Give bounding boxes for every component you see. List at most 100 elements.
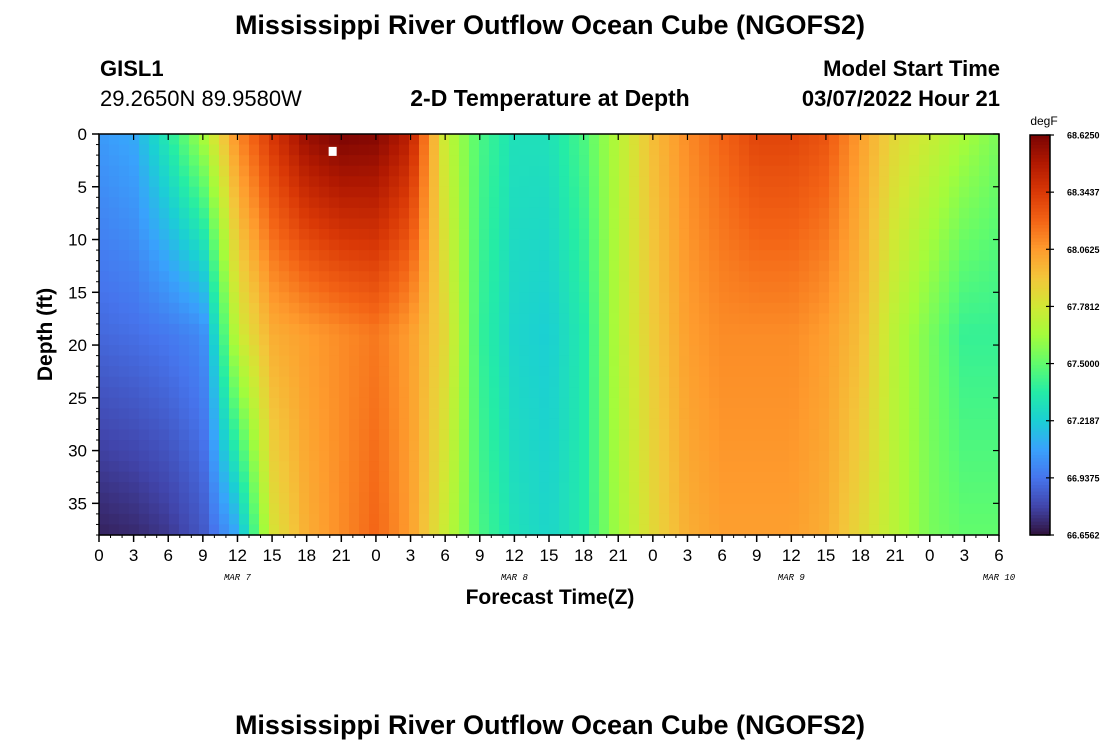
heatmap-cell <box>559 302 570 314</box>
heatmap-cell <box>809 176 820 188</box>
heatmap-cell <box>709 418 720 431</box>
heatmap-cell <box>709 450 720 462</box>
heatmap-cell <box>499 471 510 483</box>
heatmap-cell <box>239 260 250 272</box>
heatmap-cell <box>639 197 650 209</box>
heatmap-cell <box>879 513 890 526</box>
heatmap-cell <box>519 292 530 304</box>
colorbar-segment <box>1030 395 1050 399</box>
heatmap-cell <box>449 250 460 262</box>
heatmap-cell <box>869 387 880 399</box>
heatmap-cell <box>319 228 330 241</box>
heatmap-cell <box>609 503 620 515</box>
heatmap-cell <box>99 440 110 452</box>
heatmap-cell <box>179 302 190 314</box>
colorbar-segment <box>1030 231 1050 236</box>
heatmap-cell <box>629 345 640 357</box>
heatmap-cell <box>839 513 850 526</box>
heatmap-cell <box>879 218 890 230</box>
heatmap-cell <box>959 313 970 325</box>
heatmap-cell <box>99 482 110 494</box>
heatmap-cell <box>889 482 900 494</box>
heatmap-cell <box>839 323 850 336</box>
heatmap-cell <box>839 440 850 452</box>
heatmap-cell <box>669 134 680 146</box>
heatmap-cell <box>779 482 790 494</box>
heatmap-cell <box>189 513 200 526</box>
heatmap-cell <box>579 450 590 462</box>
heatmap-cell <box>899 471 910 483</box>
heatmap-cell <box>829 165 840 177</box>
heatmap-cell <box>529 313 540 325</box>
heatmap-cell <box>589 450 600 462</box>
heatmap-cell <box>949 524 960 536</box>
heatmap-cell <box>419 366 430 378</box>
heatmap-cell <box>949 155 960 167</box>
heatmap-cell <box>659 134 670 146</box>
heatmap-cell <box>199 366 210 378</box>
heatmap-cell <box>899 323 910 336</box>
heatmap-cell <box>749 492 760 504</box>
heatmap-cell <box>469 429 480 441</box>
heatmap-cell <box>279 450 290 462</box>
heatmap-cell <box>659 250 670 262</box>
heatmap-cell <box>979 165 990 177</box>
heatmap-cell <box>859 134 870 146</box>
heatmap-cell <box>619 155 630 167</box>
heatmap-cell <box>199 429 210 441</box>
heatmap-cell <box>139 376 150 388</box>
heatmap-cell <box>419 228 430 241</box>
heatmap-cell <box>949 397 960 409</box>
heatmap-cell <box>279 334 290 346</box>
heatmap-cell <box>319 429 330 441</box>
heatmap-cell <box>449 218 460 230</box>
heatmap-cell <box>369 134 380 146</box>
heatmap-cell <box>749 461 760 473</box>
heatmap-cell <box>939 302 950 314</box>
heatmap-cell <box>449 323 460 336</box>
heatmap-cell <box>939 281 950 293</box>
station-coords: 29.2650N 89.9580W <box>100 86 302 111</box>
heatmap-cell <box>759 492 770 504</box>
heatmap-cell <box>959 355 970 367</box>
heatmap-cell <box>469 355 480 367</box>
heatmap-cell <box>729 260 740 272</box>
heatmap-cell <box>969 292 980 304</box>
colorbar-segment <box>1030 288 1050 293</box>
heatmap-cell <box>519 429 530 441</box>
heatmap-cell <box>539 186 550 198</box>
heatmap-cell <box>189 186 200 198</box>
heatmap-cell <box>729 186 740 198</box>
heatmap-cell <box>489 228 500 241</box>
heatmap-cell <box>699 355 710 367</box>
heatmap-cell <box>789 429 800 441</box>
heatmap-cell <box>859 302 870 314</box>
heatmap-cell <box>839 176 850 188</box>
heatmap-cell <box>279 355 290 367</box>
heatmap-cell <box>559 313 570 325</box>
heatmap-cell <box>399 323 410 336</box>
heatmap-cell <box>109 250 120 262</box>
colorbar-segment <box>1030 455 1050 459</box>
heatmap-cell <box>319 471 330 483</box>
heatmap-cell <box>789 292 800 304</box>
heatmap-cell <box>969 176 980 188</box>
heatmap-cell <box>329 186 340 198</box>
heatmap-cell <box>659 144 670 156</box>
heatmap-cell <box>949 418 960 431</box>
heatmap-cell <box>899 376 910 388</box>
heatmap-cell <box>859 313 870 325</box>
heatmap-cell <box>199 387 210 399</box>
heatmap-cell <box>769 513 780 526</box>
heatmap-cell <box>239 323 250 336</box>
heatmap-cell <box>379 271 390 283</box>
heatmap-cell <box>919 366 930 378</box>
heatmap-cell <box>389 323 400 336</box>
heatmap-cell <box>639 250 650 262</box>
heatmap-cell <box>579 524 590 536</box>
heatmap-cell <box>739 134 750 146</box>
heatmap-cell <box>559 482 570 494</box>
heatmap-cell <box>859 376 870 388</box>
heatmap-cell <box>389 450 400 462</box>
heatmap-cell <box>819 440 830 452</box>
